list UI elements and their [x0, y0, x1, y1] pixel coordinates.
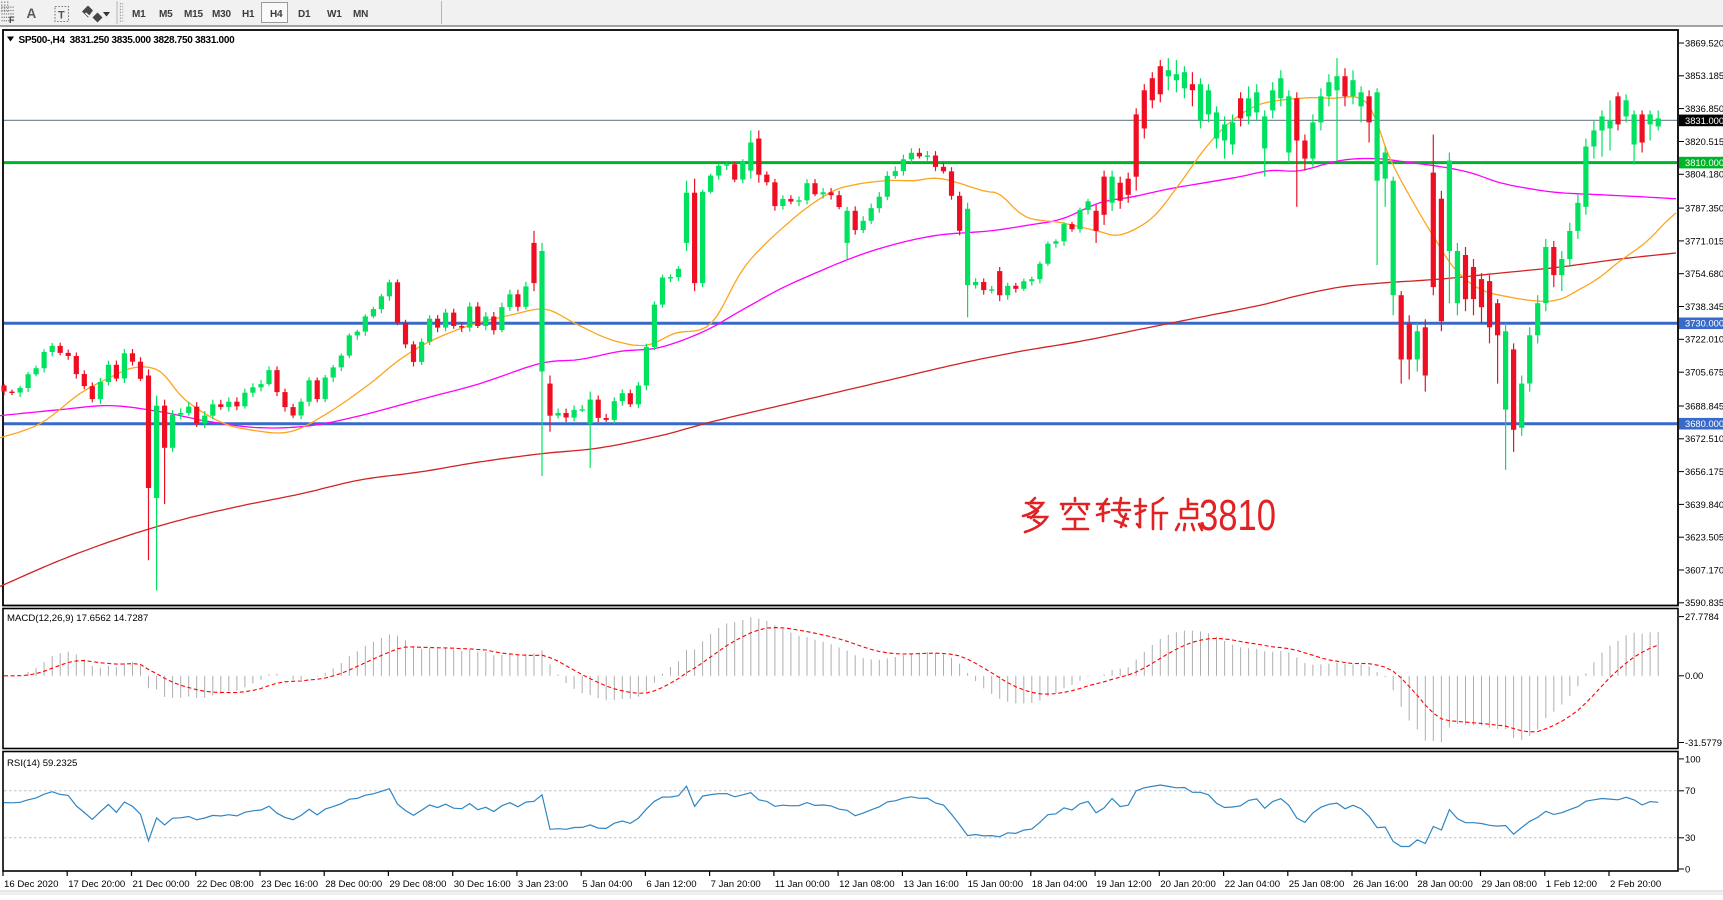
svg-text:3730.000: 3730.000: [1685, 318, 1723, 329]
svg-text:3738.345: 3738.345: [1685, 301, 1723, 312]
svg-text:F: F: [9, 15, 15, 25]
svg-text:17 Dec 20:00: 17 Dec 20:00: [68, 879, 125, 890]
svg-text:15 Jan 00:00: 15 Jan 00:00: [968, 879, 1023, 890]
svg-text:3810.000: 3810.000: [1685, 157, 1723, 168]
svg-text:3672.510: 3672.510: [1685, 433, 1723, 444]
svg-text:27.7784: 27.7784: [1685, 611, 1719, 622]
svg-text:22 Dec 08:00: 22 Dec 08:00: [197, 879, 254, 890]
svg-text:29 Dec 08:00: 29 Dec 08:00: [389, 879, 446, 890]
svg-text:-31.5779: -31.5779: [1685, 737, 1722, 748]
svg-text:SP500-,H4 3831.250 3835.000 3: SP500-,H4 3831.250 3835.000 3828.750 383…: [19, 35, 236, 46]
svg-text:19 Jan 12:00: 19 Jan 12:00: [1096, 879, 1151, 890]
svg-text:3810: 3810: [1199, 491, 1276, 540]
svg-text:H4: H4: [270, 9, 283, 20]
svg-text:30: 30: [1685, 832, 1695, 843]
svg-text:H1: H1: [242, 9, 255, 20]
svg-text:70: 70: [1685, 785, 1695, 796]
svg-text:11 Jan 00:00: 11 Jan 00:00: [775, 879, 830, 890]
svg-text:MACD(12,26,9) 17.6562 14.7287: MACD(12,26,9) 17.6562 14.7287: [7, 613, 148, 624]
svg-text:D1: D1: [298, 9, 311, 20]
svg-text:M15: M15: [184, 9, 203, 20]
svg-text:3590.835: 3590.835: [1685, 597, 1723, 608]
svg-text:25 Jan 08:00: 25 Jan 08:00: [1289, 879, 1344, 890]
svg-text:MN: MN: [353, 9, 368, 20]
svg-text:2 Feb 20:00: 2 Feb 20:00: [1610, 879, 1661, 890]
svg-text:3804.180: 3804.180: [1685, 169, 1723, 180]
svg-text:0: 0: [1685, 863, 1690, 874]
svg-text:26 Jan 16:00: 26 Jan 16:00: [1353, 879, 1408, 890]
svg-text:A: A: [27, 6, 37, 21]
svg-text:3869.520: 3869.520: [1685, 37, 1723, 48]
svg-text:3 Jan 23:00: 3 Jan 23:00: [518, 879, 568, 890]
svg-text:3639.840: 3639.840: [1685, 499, 1723, 510]
svg-text:16 Dec 2020: 16 Dec 2020: [4, 879, 58, 890]
svg-text:RSI(14) 59.2325: RSI(14) 59.2325: [7, 758, 77, 769]
svg-text:3623.505: 3623.505: [1685, 532, 1723, 543]
svg-text:M5: M5: [159, 9, 173, 20]
svg-text:23 Dec 16:00: 23 Dec 16:00: [261, 879, 318, 890]
svg-text:3607.170: 3607.170: [1685, 564, 1723, 575]
svg-text:3680.000: 3680.000: [1685, 418, 1723, 429]
svg-text:3787.350: 3787.350: [1685, 203, 1723, 214]
svg-text:W1: W1: [327, 9, 342, 20]
svg-text:28 Jan 00:00: 28 Jan 00:00: [1417, 879, 1472, 890]
svg-text:7 Jan 20:00: 7 Jan 20:00: [711, 879, 761, 890]
svg-text:5 Jan 04:00: 5 Jan 04:00: [582, 879, 632, 890]
svg-text:12 Jan 08:00: 12 Jan 08:00: [839, 879, 894, 890]
svg-text:3820.515: 3820.515: [1685, 136, 1723, 147]
svg-text:29 Jan 08:00: 29 Jan 08:00: [1482, 879, 1537, 890]
svg-text:30 Dec 16:00: 30 Dec 16:00: [454, 879, 511, 890]
svg-text:21 Dec 00:00: 21 Dec 00:00: [133, 879, 190, 890]
svg-text:3722.010: 3722.010: [1685, 334, 1723, 345]
svg-text:6 Jan 12:00: 6 Jan 12:00: [646, 879, 696, 890]
svg-text:20 Jan 20:00: 20 Jan 20:00: [1160, 879, 1215, 890]
svg-text:18 Jan 04:00: 18 Jan 04:00: [1032, 879, 1087, 890]
svg-text:3705.675: 3705.675: [1685, 367, 1723, 378]
svg-text:3771.015: 3771.015: [1685, 235, 1723, 246]
svg-text:M1: M1: [132, 9, 146, 20]
svg-text:0.00: 0.00: [1685, 670, 1703, 681]
svg-text:3656.175: 3656.175: [1685, 466, 1723, 477]
svg-text:100: 100: [1685, 753, 1701, 764]
svg-text:3754.680: 3754.680: [1685, 268, 1723, 279]
svg-text:13 Jan 16:00: 13 Jan 16:00: [903, 879, 958, 890]
svg-text:22 Jan 04:00: 22 Jan 04:00: [1225, 879, 1280, 890]
svg-text:T: T: [58, 10, 65, 22]
svg-text:3853.185: 3853.185: [1685, 70, 1723, 81]
svg-text:M30: M30: [212, 9, 231, 20]
svg-text:28 Dec 00:00: 28 Dec 00:00: [325, 879, 382, 890]
svg-text:3836.850: 3836.850: [1685, 103, 1723, 114]
svg-text:1 Feb 12:00: 1 Feb 12:00: [1546, 879, 1597, 890]
svg-text:3831.000: 3831.000: [1685, 115, 1723, 126]
svg-text:3688.845: 3688.845: [1685, 400, 1723, 411]
